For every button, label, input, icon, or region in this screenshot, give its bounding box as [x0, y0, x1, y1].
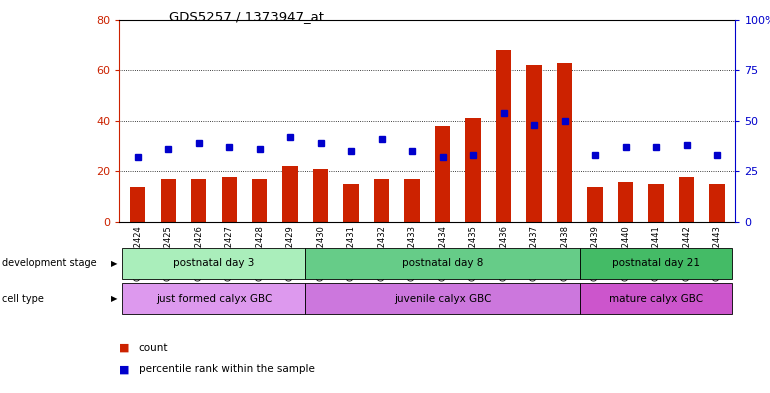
Bar [435, 126, 450, 222]
Bar [252, 179, 267, 222]
Bar [679, 176, 695, 222]
Bar [648, 184, 664, 222]
Text: ▶: ▶ [111, 294, 117, 303]
Bar [191, 179, 206, 222]
Bar [313, 169, 328, 222]
Text: ■: ■ [119, 343, 130, 353]
Bar [222, 176, 236, 222]
Bar [709, 184, 725, 222]
Bar [404, 179, 420, 222]
Bar [496, 50, 511, 222]
Bar [343, 184, 359, 222]
Text: postnatal day 3: postnatal day 3 [173, 258, 255, 268]
Bar [466, 118, 480, 222]
Bar [618, 182, 633, 222]
Text: postnatal day 21: postnatal day 21 [612, 258, 700, 268]
Bar [527, 65, 542, 222]
Text: cell type: cell type [2, 294, 43, 304]
Bar [557, 62, 572, 222]
Text: ■: ■ [119, 364, 130, 375]
Text: GDS5257 / 1373947_at: GDS5257 / 1373947_at [169, 10, 324, 23]
Text: development stage: development stage [2, 258, 96, 268]
Text: postnatal day 8: postnatal day 8 [402, 258, 484, 268]
Text: juvenile calyx GBC: juvenile calyx GBC [393, 294, 491, 304]
Text: ▶: ▶ [111, 259, 117, 268]
Bar [160, 179, 176, 222]
Bar [130, 187, 146, 222]
Bar [588, 187, 603, 222]
Bar [283, 166, 298, 222]
Text: just formed calyx GBC: just formed calyx GBC [156, 294, 272, 304]
Text: percentile rank within the sample: percentile rank within the sample [139, 364, 314, 375]
Text: count: count [139, 343, 168, 353]
Text: mature calyx GBC: mature calyx GBC [609, 294, 703, 304]
Bar [374, 179, 389, 222]
